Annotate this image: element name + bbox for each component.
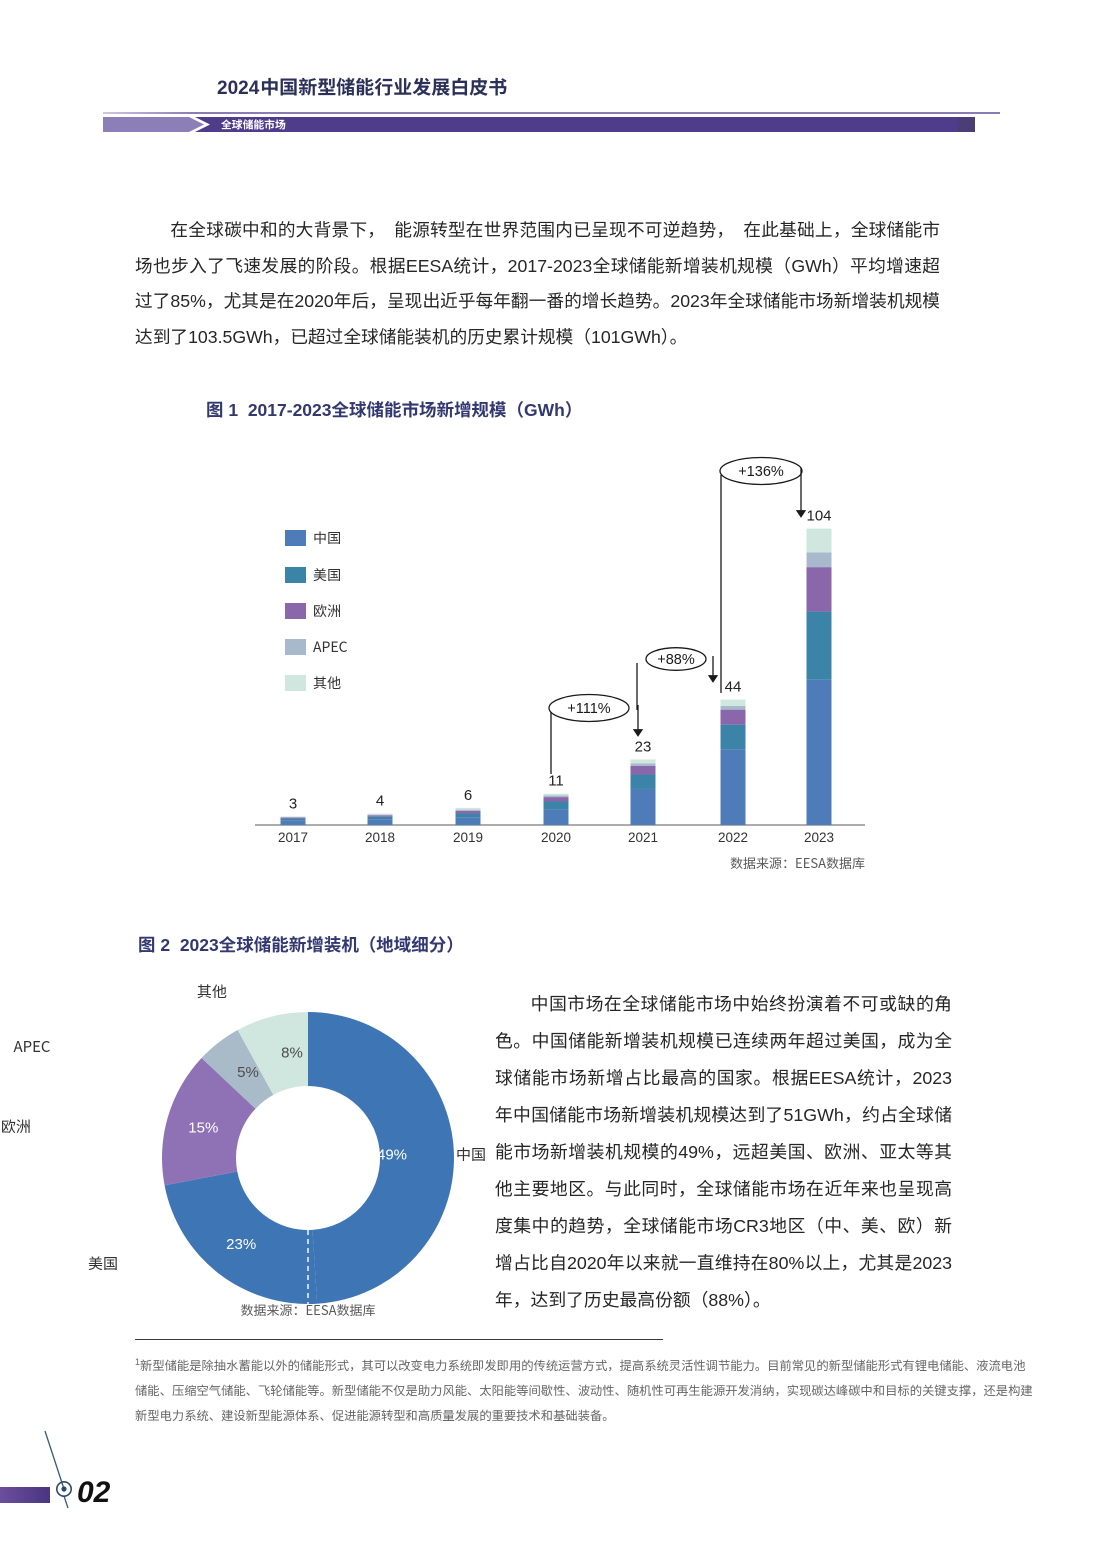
svg-text:2018: 2018 bbox=[365, 830, 395, 845]
svg-text:其他: 其他 bbox=[313, 673, 341, 693]
svg-text:23%: 23% bbox=[226, 1236, 256, 1253]
svg-text:02: 02 bbox=[77, 1476, 111, 1509]
svg-text:5%: 5% bbox=[237, 1064, 259, 1081]
svg-text:+111%: +111% bbox=[567, 701, 611, 717]
svg-text:3: 3 bbox=[289, 795, 297, 812]
svg-text:欧洲: 欧洲 bbox=[1, 1116, 31, 1137]
svg-text:APEC: APEC bbox=[13, 1036, 50, 1057]
svg-text:2021: 2021 bbox=[628, 830, 658, 845]
svg-text:4: 4 bbox=[376, 793, 384, 810]
svg-text:其他: 其他 bbox=[197, 981, 227, 1002]
svg-text:2020: 2020 bbox=[541, 830, 571, 845]
svg-text:2023: 2023 bbox=[804, 830, 834, 845]
svg-text:数据来源：EESA数据库: 数据来源：EESA数据库 bbox=[730, 853, 865, 872]
svg-text:全球储能市场: 全球储能市场 bbox=[221, 117, 286, 132]
svg-text:44: 44 bbox=[725, 679, 742, 696]
svg-text:+88%: +88% bbox=[657, 652, 695, 668]
svg-text:美国: 美国 bbox=[313, 565, 341, 585]
svg-text:23: 23 bbox=[635, 738, 652, 755]
svg-text:8%: 8% bbox=[281, 1044, 303, 1061]
svg-text:美国: 美国 bbox=[88, 1253, 118, 1274]
svg-text:2019: 2019 bbox=[453, 830, 483, 845]
svg-text:中国: 中国 bbox=[313, 528, 341, 548]
svg-text:104: 104 bbox=[806, 508, 831, 525]
svg-text:2022: 2022 bbox=[718, 830, 748, 845]
svg-text:49%: 49% bbox=[377, 1147, 407, 1164]
svg-text:+136%: +136% bbox=[738, 464, 784, 480]
svg-text:15%: 15% bbox=[188, 1120, 218, 1137]
svg-text:欧洲: 欧洲 bbox=[313, 601, 341, 621]
svg-text:6: 6 bbox=[464, 787, 472, 804]
svg-text:中国: 中国 bbox=[456, 1144, 486, 1165]
svg-text:2017: 2017 bbox=[278, 830, 308, 845]
svg-text:数据来源：EESA数据库: 数据来源：EESA数据库 bbox=[241, 1300, 376, 1319]
svg-text:11: 11 bbox=[548, 773, 564, 790]
svg-text:APEC: APEC bbox=[313, 637, 348, 657]
